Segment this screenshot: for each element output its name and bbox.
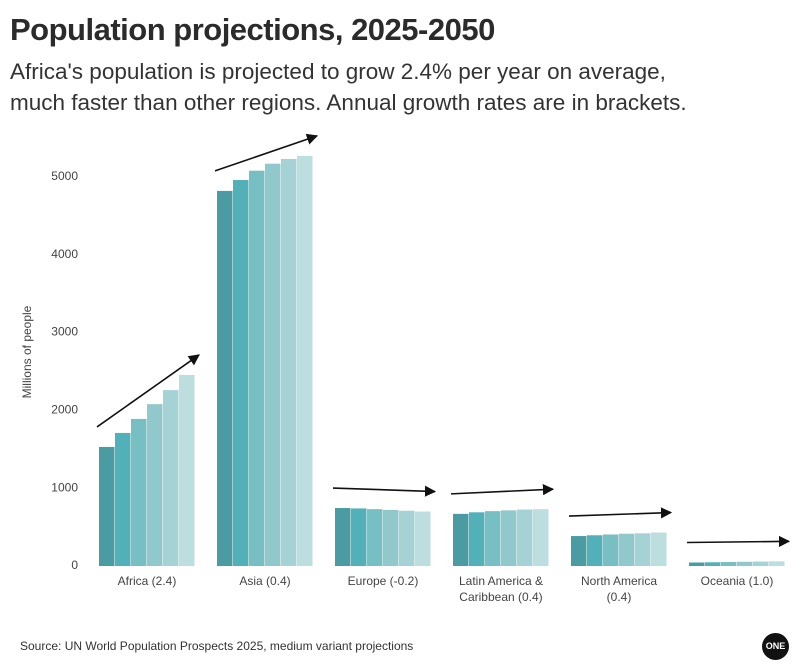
bar [249, 170, 265, 566]
bar [335, 508, 351, 566]
bar [453, 513, 469, 566]
bar [297, 155, 313, 566]
source-note: Source: UN World Population Prospects 20… [20, 639, 414, 653]
bar [533, 509, 549, 566]
chart-title: Population projections, 2025-2050 [10, 12, 495, 47]
bar [367, 509, 383, 566]
x-tick-label: Latin America & Caribbean (0.4) [459, 574, 543, 604]
bar [587, 535, 603, 566]
bar [603, 534, 619, 566]
bar [217, 190, 233, 566]
y-tick-label: 3000 [51, 325, 78, 339]
trend-arrow [96, 354, 200, 428]
bar [351, 508, 367, 566]
bar [635, 533, 651, 566]
x-tick-label: Asia (0.4) [239, 574, 290, 588]
y-tick-label: 4000 [51, 247, 78, 261]
trend-arrow [686, 535, 791, 548]
x-tick-label: Oceania (1.0) [701, 574, 774, 588]
bar [485, 511, 501, 566]
x-tick-label: North America (0.4) [581, 574, 657, 604]
trend-arrow [568, 507, 673, 519]
y-tick-label: 1000 [51, 480, 78, 494]
x-tick-label: Europe (-0.2) [348, 574, 419, 588]
bar [147, 404, 163, 566]
bar [501, 510, 517, 566]
trend-arrow [450, 484, 555, 496]
trend-arrow [332, 485, 437, 497]
bar [399, 510, 415, 566]
bar [179, 374, 195, 566]
bar [753, 561, 769, 566]
bar [737, 561, 753, 566]
bar [383, 509, 399, 566]
y-tick-label: 0 [71, 558, 78, 572]
chart-subtitle: Africa's population is projected to grow… [10, 59, 687, 115]
bar [571, 536, 587, 566]
y-tick-label: 2000 [51, 403, 78, 417]
bar [619, 533, 635, 566]
bar [163, 390, 179, 566]
bar [415, 511, 431, 566]
trend-arrow [214, 133, 319, 172]
y-axis-label: Millions of people [20, 305, 34, 398]
logo: ONE [762, 633, 789, 660]
bar [233, 180, 249, 566]
bar [721, 562, 737, 566]
bar [99, 446, 115, 566]
x-tick-label: Africa (2.4) [118, 574, 177, 588]
bar [281, 159, 297, 566]
bar [769, 561, 785, 566]
bar [131, 418, 147, 566]
bar [265, 163, 281, 566]
bar [705, 562, 721, 566]
bar [115, 432, 131, 566]
bar [517, 509, 533, 566]
y-tick-label: 5000 [51, 169, 78, 183]
bar [651, 532, 667, 566]
bar [689, 562, 705, 566]
bar [469, 512, 485, 566]
